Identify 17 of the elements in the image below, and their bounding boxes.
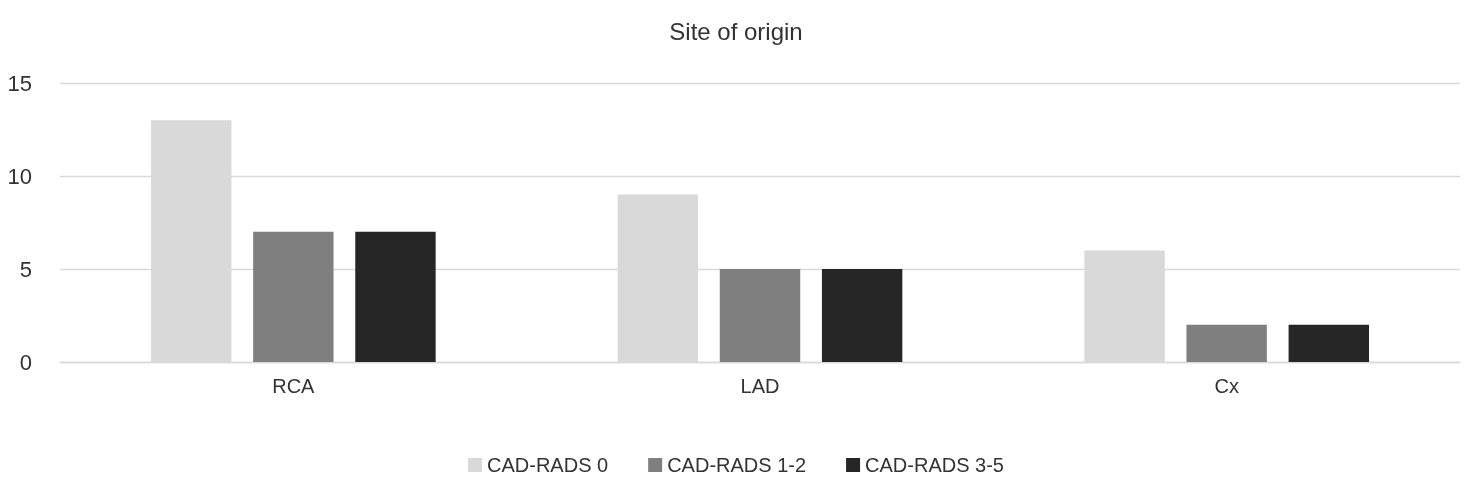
x-tick-label: Cx xyxy=(1214,375,1239,397)
bar xyxy=(821,269,903,362)
x-tick-label: LAD xyxy=(740,375,780,397)
y-tick-label: 15 xyxy=(7,70,32,96)
bar xyxy=(719,269,801,362)
legend-label: CAD-RADS 3-5 xyxy=(865,454,1004,476)
bar xyxy=(1186,324,1267,362)
y-tick-label: 0 xyxy=(19,349,32,375)
legend-label: CAD-RADS 1-2 xyxy=(667,454,807,476)
y-tick-label: 10 xyxy=(7,163,32,189)
bar xyxy=(1288,324,1369,362)
chart-title: Site of origin xyxy=(669,17,803,45)
bar xyxy=(253,231,334,362)
x-tick-label: RCA xyxy=(272,375,316,397)
legend-label: CAD-RADS 0 xyxy=(487,454,609,476)
y-tick-label: 5 xyxy=(19,256,32,282)
bar xyxy=(355,231,436,362)
